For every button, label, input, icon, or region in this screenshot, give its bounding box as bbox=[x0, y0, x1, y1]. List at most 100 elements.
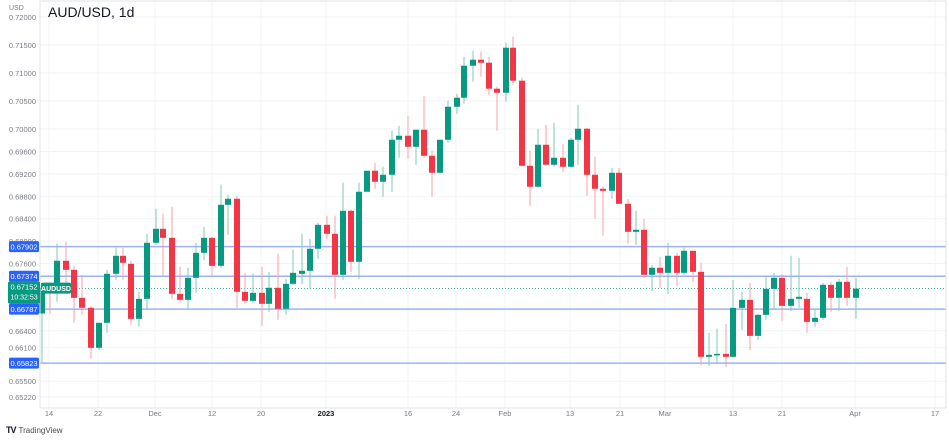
candle bbox=[356, 182, 362, 279]
candle bbox=[609, 167, 615, 199]
candle bbox=[503, 42, 509, 102]
current-price-value: 0.67152 bbox=[10, 283, 37, 292]
y-tick-label: 0.71000 bbox=[9, 69, 36, 78]
y-tick-label: 0.66400 bbox=[9, 327, 36, 336]
candle bbox=[445, 100, 451, 143]
y-tick-label: 0.68400 bbox=[9, 215, 36, 224]
candle bbox=[389, 130, 395, 192]
candle bbox=[796, 257, 802, 308]
x-tick-label: 21 bbox=[616, 409, 624, 418]
y-tick-label: 0.65220 bbox=[9, 393, 36, 402]
candle bbox=[714, 328, 720, 364]
candle bbox=[788, 255, 794, 311]
candle bbox=[218, 184, 224, 268]
y-tick-label: 0.67600 bbox=[9, 260, 36, 269]
brand-name: TradingView bbox=[18, 425, 63, 435]
axes: 0.72000 0.71500 0.71000 0.70500 0.70000 0.696… bbox=[8, 0, 947, 418]
candle bbox=[771, 272, 777, 309]
candle bbox=[575, 104, 581, 165]
level-price-label: 0.67902 bbox=[10, 243, 37, 252]
current-price-badge bbox=[8, 281, 40, 304]
candle bbox=[201, 226, 207, 260]
candle bbox=[844, 266, 850, 306]
candle bbox=[494, 86, 500, 131]
y-tick-label: 0.66100 bbox=[9, 344, 36, 353]
candle bbox=[39, 287, 45, 363]
candle bbox=[527, 150, 533, 206]
candle bbox=[332, 215, 338, 299]
candle bbox=[812, 308, 818, 327]
level-price-label: 0.67374 bbox=[10, 272, 37, 281]
symbol-tag bbox=[41, 282, 71, 294]
candle bbox=[633, 210, 639, 245]
candle bbox=[804, 292, 810, 333]
candle bbox=[283, 278, 289, 315]
y-tick-label: 0.69200 bbox=[9, 170, 36, 179]
candle bbox=[779, 273, 785, 321]
x-tick-label: Dec bbox=[148, 409, 162, 418]
candle bbox=[429, 150, 435, 197]
candle bbox=[405, 115, 411, 159]
candle bbox=[275, 253, 281, 320]
candle bbox=[519, 77, 525, 167]
grid bbox=[40, 1, 946, 408]
candle bbox=[177, 266, 183, 303]
candle bbox=[185, 267, 191, 310]
y-tick-label: 0.68800 bbox=[9, 192, 36, 201]
candle bbox=[340, 182, 346, 280]
candle bbox=[616, 167, 622, 204]
candle bbox=[234, 195, 240, 308]
candle bbox=[568, 137, 574, 168]
candle bbox=[413, 129, 419, 165]
candle bbox=[153, 208, 159, 245]
candle bbox=[144, 233, 150, 309]
candles bbox=[39, 36, 859, 367]
candle bbox=[104, 269, 110, 333]
horizontal-levels bbox=[40, 245, 946, 364]
level-price-badge bbox=[9, 270, 39, 282]
x-tick-label: Feb bbox=[499, 409, 512, 418]
candle bbox=[88, 305, 94, 359]
x-tick-label: 14 bbox=[45, 409, 53, 418]
candle bbox=[649, 264, 655, 291]
candle bbox=[63, 241, 69, 288]
tradingview-logo-icon: TV bbox=[6, 425, 16, 435]
candle bbox=[372, 162, 378, 189]
candle bbox=[266, 271, 272, 312]
symbol-tag-label: AUDUSD bbox=[41, 286, 71, 293]
candle bbox=[657, 256, 663, 288]
candle bbox=[242, 272, 248, 304]
candle bbox=[551, 122, 557, 167]
chart-title: AUD/USD, 1d bbox=[48, 4, 135, 20]
level-price-badge bbox=[9, 241, 39, 253]
candle bbox=[71, 265, 77, 323]
y-tick-label: 0.69600 bbox=[9, 147, 36, 156]
candle bbox=[730, 279, 736, 357]
candle bbox=[209, 236, 215, 276]
candle bbox=[706, 332, 712, 367]
candle bbox=[461, 56, 467, 104]
candle bbox=[828, 281, 834, 312]
candle bbox=[324, 215, 330, 239]
candle bbox=[290, 249, 296, 285]
candle bbox=[136, 291, 142, 327]
x-tick-label: 24 bbox=[452, 409, 460, 418]
candle bbox=[486, 56, 492, 95]
y-tick-label: 0.70000 bbox=[9, 125, 36, 134]
candle bbox=[535, 128, 541, 188]
candle bbox=[478, 51, 484, 77]
x-tick-label: Mar bbox=[659, 409, 672, 418]
x-tick-label: 12 bbox=[208, 409, 216, 418]
candle bbox=[723, 323, 729, 367]
y-tick-label: 0.70500 bbox=[9, 97, 36, 106]
candle bbox=[96, 322, 102, 350]
footer-branding: TV TradingView bbox=[6, 425, 63, 435]
candle bbox=[747, 282, 753, 350]
candle bbox=[315, 222, 321, 259]
candle bbox=[454, 93, 460, 114]
candle bbox=[836, 278, 842, 311]
level-price-label: 0.65823 bbox=[10, 359, 37, 368]
candle bbox=[600, 185, 606, 236]
x-tick-label: 22 bbox=[94, 409, 102, 418]
